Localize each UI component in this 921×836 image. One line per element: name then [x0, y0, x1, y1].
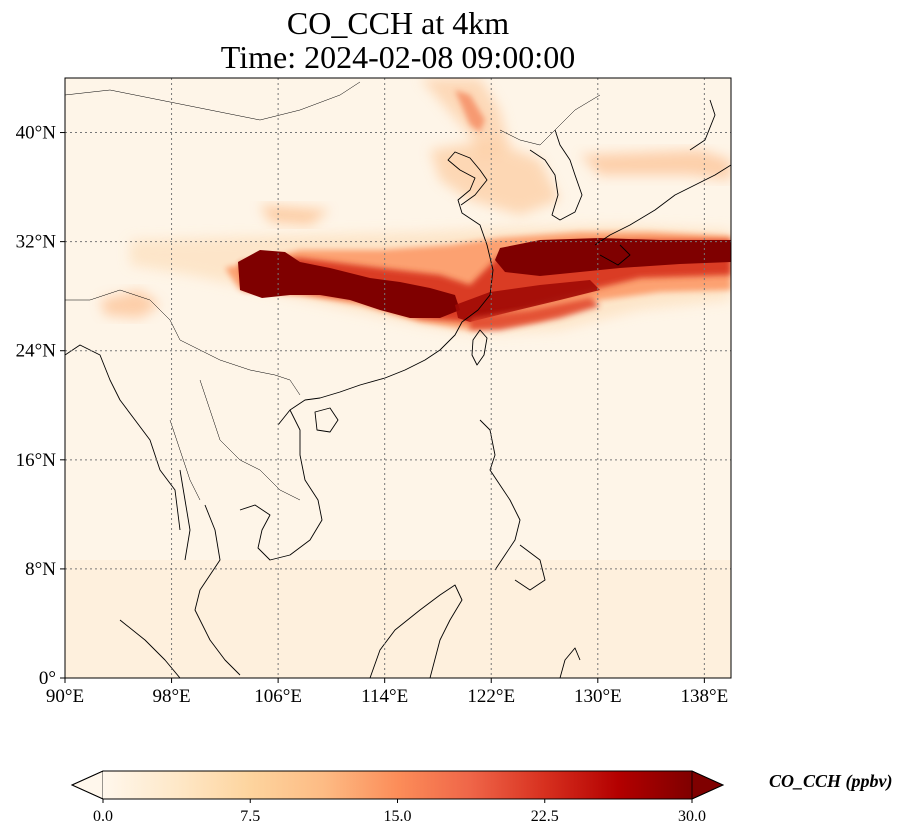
colorbar: 0.0 7.5 15.0 22.5 30.0: [70, 770, 725, 825]
border-mongolia: [65, 81, 361, 121]
gridlines: [65, 78, 731, 678]
plume-myanmar: [100, 290, 160, 318]
plume-northeast-haze: [420, 78, 510, 160]
y-tick-label: 32°N: [16, 232, 57, 253]
plume-yellow-sea: [430, 140, 560, 215]
china-coast: [277, 151, 494, 426]
japan-coast: [594, 99, 731, 266]
border-china-south: [65, 289, 301, 396]
colorbar-tick-label: 7.5: [240, 808, 260, 825]
x-tick-label: 106°E: [254, 686, 302, 707]
x-tick-label: 98°E: [152, 686, 190, 707]
map-frame: [64, 77, 732, 679]
y-tick-label: 16°N: [16, 450, 57, 471]
title-time: Time: 2024-02-08 09:00:00: [220, 39, 576, 75]
colorbar-tick-label: 30.0: [678, 808, 706, 825]
plume-filament-north: [455, 90, 485, 132]
y-tick-label: 0°: [39, 668, 56, 689]
map-panel: [65, 78, 731, 678]
borneo-coast: [369, 584, 463, 678]
coastlines: [65, 99, 731, 678]
plume-core-coast: [455, 280, 600, 322]
myanmar-coast: [65, 344, 181, 531]
plume-upper-band: [260, 205, 330, 225]
x-tick-label: 138°E: [681, 686, 729, 707]
colorbar-extend-min: [71, 770, 104, 800]
x-axis: 90°E 98°E 106°E 114°E 122°E 130°E 138°E: [46, 678, 728, 707]
plume-core-east: [495, 238, 731, 276]
x-tick-label: 90°E: [46, 686, 84, 707]
x-tick-label: 130°E: [574, 686, 622, 707]
colorbar-tick-label: 0.0: [93, 808, 113, 825]
thailand-malay-coast: [179, 469, 241, 676]
taiwan-coast: [471, 329, 488, 366]
x-tick-label: 114°E: [361, 686, 408, 707]
colorbar-tick-label: 15.0: [384, 808, 412, 825]
map-title: CO_CCH at 4km Time: 2024-02-08 09:00:00: [65, 6, 731, 74]
title-variable: CO_CCH at 4km: [286, 5, 510, 41]
plume-japan-sea: [580, 150, 731, 180]
philippines-coast: [479, 419, 546, 591]
plume-core-west: [238, 250, 460, 318]
sulawesi-coast: [559, 647, 581, 678]
y-tick-label: 40°N: [16, 123, 57, 144]
hainan-coast: [314, 407, 339, 433]
sumatra-coast: [119, 619, 181, 678]
southern-field: [65, 560, 731, 678]
colorbar-tick-label: 22.5: [531, 808, 559, 825]
y-tick-label: 24°N: [16, 341, 57, 362]
korea-coast: [529, 129, 583, 221]
colorbar-ticks: 0.0 7.5 15.0 22.5 30.0: [93, 799, 706, 825]
border-north-korea: [499, 94, 601, 146]
plume-filament-se: [470, 298, 600, 330]
y-axis: 0° 8°N 16°N 24°N 32°N 40°N: [16, 123, 65, 689]
x-tick-label: 122°E: [467, 686, 515, 707]
y-tick-label: 8°N: [25, 559, 56, 580]
colorbar-label: CO_CCH (ppbv): [769, 771, 893, 791]
co-plume-field: [100, 78, 731, 335]
indochina-coast: [239, 409, 323, 561]
colorbar-extend-max: [691, 770, 724, 800]
colorbar-gradient: [103, 771, 692, 799]
